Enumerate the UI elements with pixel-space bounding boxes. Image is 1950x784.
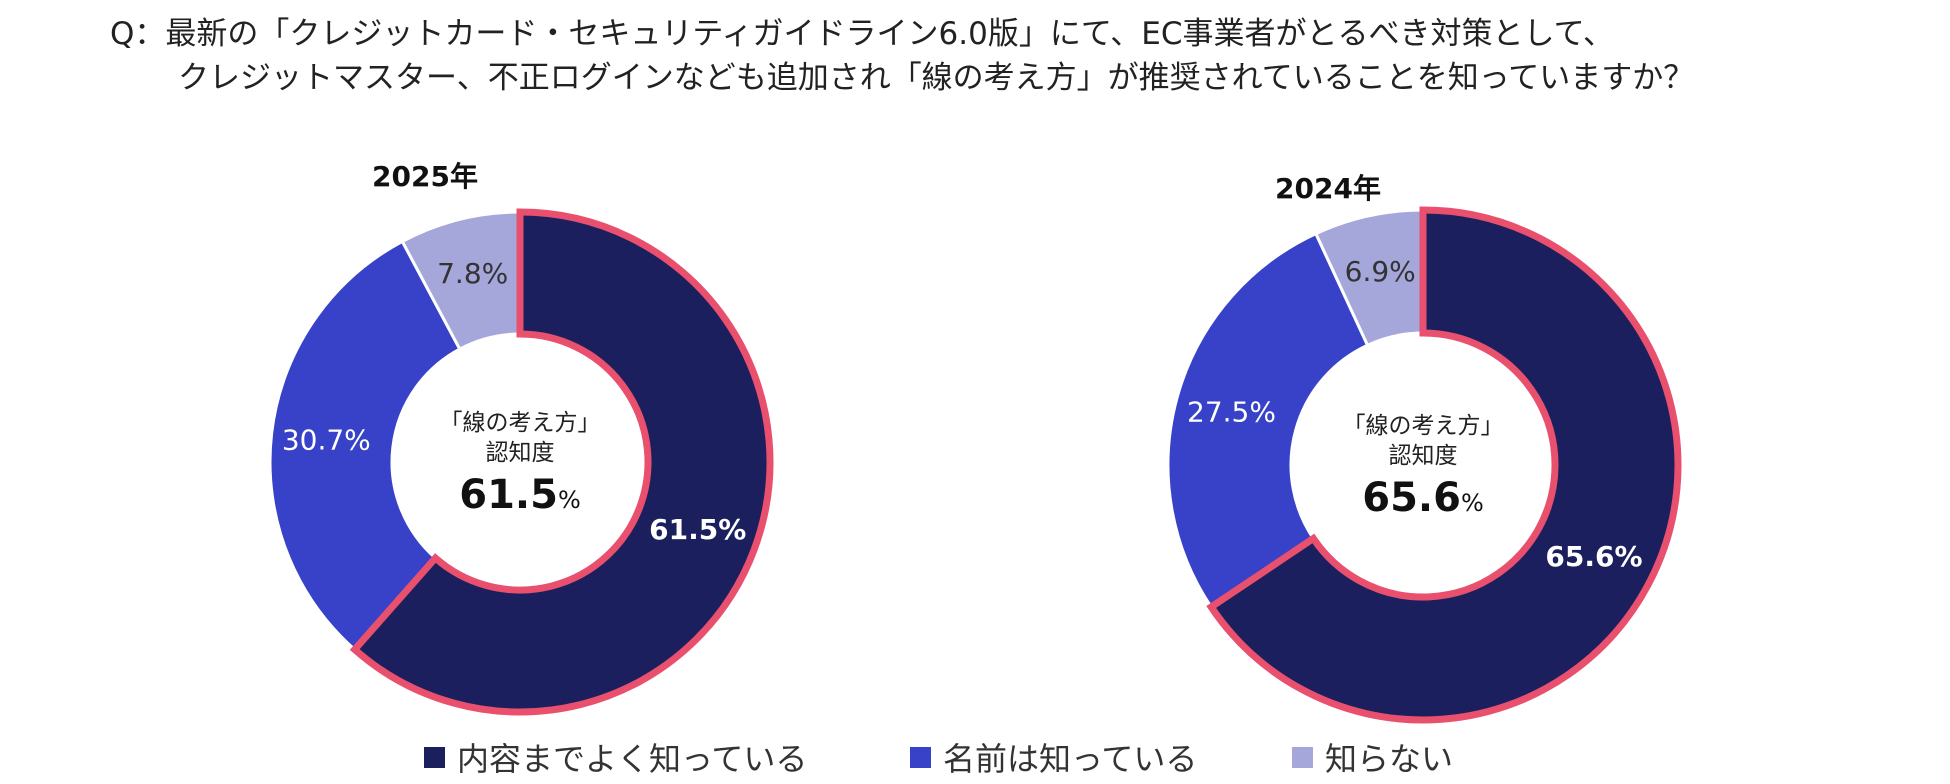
legend-label-dont-know: 知らない xyxy=(1325,740,1454,778)
center-value-unit: % xyxy=(1461,489,1484,517)
legend: 内容までよく知っている 名前は知っている 知らない xyxy=(0,734,1950,780)
slice-label-know-name: 30.7% xyxy=(282,423,371,456)
center-value: 65.6% xyxy=(1362,475,1484,521)
slice-label-know-name: 27.5% xyxy=(1187,395,1276,428)
center-value-number: 65.6 xyxy=(1362,475,1461,521)
legend-label-know-well: 内容までよく知っている xyxy=(457,740,808,778)
legend-item-know-name: 名前は知っている xyxy=(910,734,1197,780)
highlight-outline xyxy=(1206,206,1682,724)
highlight-outline xyxy=(349,208,774,716)
chart-title: 2024年 xyxy=(1275,172,1381,205)
question-line-1: Q：最新の「クレジットカード・セキュリティガイドライン6.0版」にて、EC事業者… xyxy=(110,16,1615,52)
center-label-line-2: 認知度 xyxy=(1389,443,1458,469)
slice-label-know-well: 65.6% xyxy=(1545,540,1642,573)
legend-swatch-dont-know xyxy=(1292,746,1313,768)
question-line-2: クレジットマスター、不正ログインなども追加され「線の考え方」が推奨されていること… xyxy=(178,60,1695,96)
legend-swatch-know-name xyxy=(910,746,931,768)
center-label-line-1: 「線の考え方」 xyxy=(440,410,601,436)
slice-label-know-well: 61.5% xyxy=(649,513,746,546)
slice-label-dont-know: 6.9% xyxy=(1345,255,1416,288)
slice-label-dont-know: 7.8% xyxy=(437,257,508,290)
donut-chart-2: 2024年 65.6% 27.5% 6.9% 「線の考え方」認知度 65.6% xyxy=(1166,172,1682,724)
legend-swatch-know-well xyxy=(424,746,445,768)
donut-chart-1: 2025年 61.5% 30.7% 7.8% 「線の考え方」認知度 61.5% xyxy=(268,160,774,716)
center-value: 61.5% xyxy=(459,472,581,518)
center-value-unit: % xyxy=(558,486,581,514)
legend-item-dont-know: 知らない xyxy=(1292,734,1453,780)
legend-item-know-well: 内容までよく知っている xyxy=(424,734,807,780)
center-label-line-1: 「線の考え方」 xyxy=(1343,413,1504,439)
legend-label-know-name: 名前は知っている xyxy=(943,740,1198,778)
question-text: Q：最新の「クレジットカード・セキュリティガイドライン6.0版」にて、EC事業者… xyxy=(110,12,1910,100)
donut-slice-know-name xyxy=(1166,231,1370,610)
center-label-line-2: 認知度 xyxy=(486,440,555,466)
chart-title: 2025年 xyxy=(372,160,478,193)
donut-slice-know-name xyxy=(268,239,462,652)
center-value-number: 61.5 xyxy=(459,472,558,518)
